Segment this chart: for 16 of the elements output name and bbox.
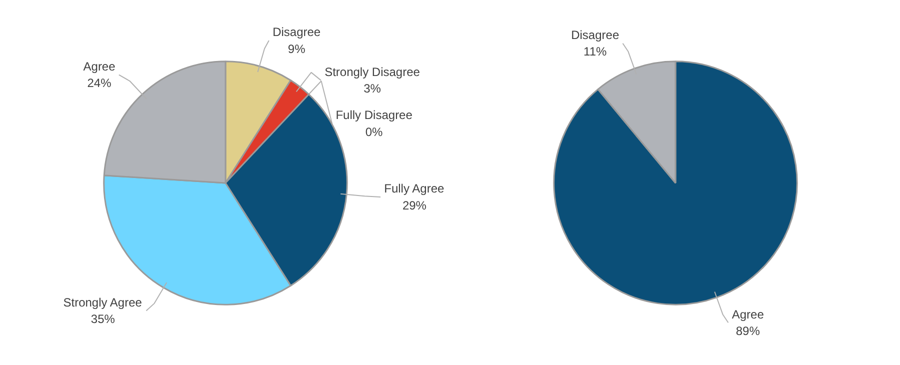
data-label: 3% (364, 82, 382, 96)
data-label: 11% (584, 44, 607, 59)
text: 0% (365, 124, 383, 139)
category-label: Fully Disagree (336, 108, 412, 122)
data-label: 35% (90, 312, 116, 326)
slice-label: Fully Agree (384, 182, 444, 196)
data-label: 9% (288, 42, 306, 56)
slice-label: Strongly Agree (63, 295, 142, 310)
slice-label: Strongly Disagree (324, 64, 420, 79)
slice-label: Agree (83, 59, 116, 74)
slice-label: Disagree (272, 25, 321, 40)
slice-label: Disagree (571, 28, 620, 42)
slice-label: Agree (732, 307, 764, 322)
data-label: 89% (736, 324, 760, 338)
data-label: 24% (87, 76, 112, 90)
data-label: 29% (402, 198, 427, 212)
